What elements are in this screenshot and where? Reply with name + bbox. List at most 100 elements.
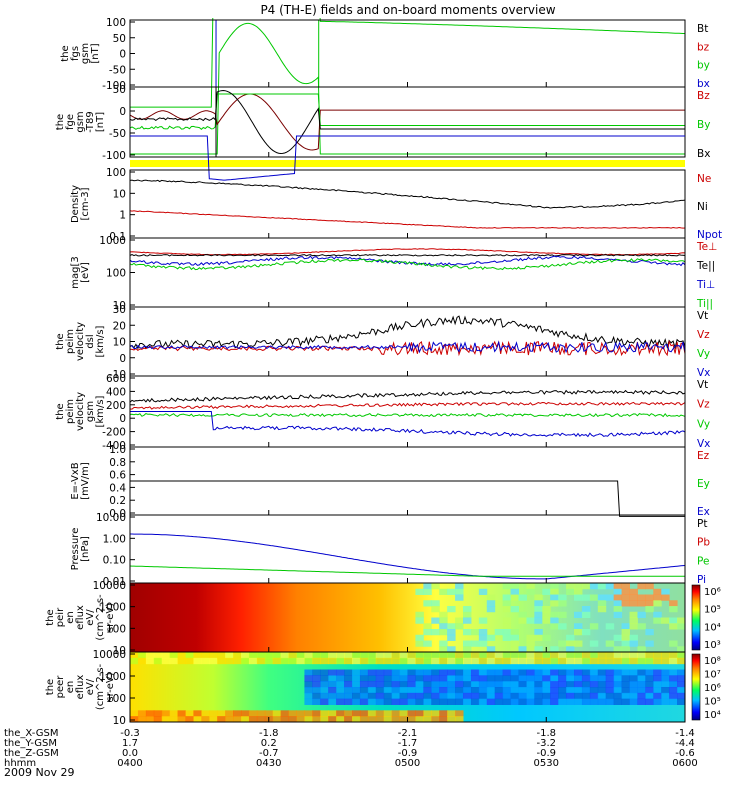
spectrogram-cell bbox=[589, 698, 599, 705]
spectrogram-cell bbox=[645, 594, 654, 601]
spectrogram-cell bbox=[534, 681, 543, 688]
colorbar-scale bbox=[691, 584, 701, 651]
vz-line bbox=[130, 339, 685, 357]
vy-line bbox=[130, 412, 685, 418]
spectrogram-cell bbox=[352, 687, 361, 694]
y-axis-label-line: en bbox=[65, 681, 76, 694]
spectrogram-cell bbox=[581, 594, 591, 601]
y-axis-label: the peer en eflux eV/(cm^2-s-sr-eV) bbox=[45, 663, 116, 710]
spectrogram-cell bbox=[613, 657, 623, 665]
spectrogram-cell bbox=[431, 710, 440, 717]
spectrogram-cell bbox=[605, 583, 615, 590]
y-tick-label: 0 bbox=[119, 106, 126, 118]
footer-value: 0430 bbox=[256, 758, 281, 769]
y-tick-label: 10.00 bbox=[96, 512, 126, 524]
spectrogram-cell bbox=[463, 657, 472, 665]
bt-line bbox=[130, 18, 685, 108]
spectrogram-cell bbox=[486, 657, 496, 665]
spectrogram-cell bbox=[645, 657, 654, 665]
spectrogram-cell bbox=[629, 681, 638, 688]
spectrogram-cell bbox=[193, 652, 202, 659]
spectrogram-cell bbox=[502, 652, 512, 659]
spectrogram-cell bbox=[407, 652, 416, 659]
spectrogram-cell bbox=[423, 687, 432, 694]
spectrogram-cell bbox=[629, 687, 638, 694]
spectrogram-cell bbox=[209, 716, 218, 723]
spectrogram-cell bbox=[494, 698, 504, 705]
spectrogram-cell bbox=[288, 652, 297, 659]
colorbar-scale bbox=[691, 653, 701, 721]
spectrogram-cell bbox=[502, 698, 512, 705]
spectrogram-cell bbox=[447, 646, 456, 653]
colorbar-tick-label: 10⁵ bbox=[704, 697, 721, 708]
spectrogram-cell bbox=[566, 698, 575, 705]
spectrogram-cell bbox=[581, 681, 591, 688]
y-tick-label: 10 bbox=[113, 715, 126, 727]
spectrogram-cell bbox=[312, 657, 321, 665]
spectrogram-cell bbox=[510, 640, 519, 647]
spectrogram-cell bbox=[613, 611, 623, 618]
legend-entry: Vz bbox=[697, 329, 710, 341]
spectrogram-cell bbox=[558, 692, 567, 700]
spectrogram-cell bbox=[510, 652, 519, 659]
spectrogram-cell bbox=[669, 692, 678, 700]
spectrogram-cell bbox=[534, 629, 543, 636]
spectrogram-cell bbox=[336, 657, 345, 665]
spectrogram-cell bbox=[367, 669, 377, 676]
spectrogram-cell bbox=[486, 646, 496, 653]
spectrogram-cell bbox=[542, 657, 551, 665]
spectrogram-cell bbox=[518, 646, 527, 653]
spectrogram-cell bbox=[375, 692, 385, 700]
spectrogram-cell bbox=[502, 606, 512, 613]
spectrogram-cell bbox=[407, 681, 416, 688]
figure-title: P4 (TH-E) fields and on-board moments ov… bbox=[260, 3, 555, 17]
spectrogram-cell bbox=[478, 629, 488, 636]
y-tick-label: 0.2 bbox=[109, 495, 126, 507]
spectrogram-cell bbox=[375, 657, 385, 665]
spectrogram-cell bbox=[574, 583, 583, 590]
y-tick-label: 50 bbox=[113, 33, 126, 45]
spectrogram-cell bbox=[677, 692, 686, 700]
spectrogram-cell bbox=[597, 681, 607, 688]
y-axis-label-line: gsm bbox=[80, 43, 91, 64]
spectrogram-cell bbox=[669, 675, 678, 682]
spectrogram-cell bbox=[320, 692, 329, 700]
y-tick-label: 0.4 bbox=[109, 482, 126, 494]
spectrogram-cell bbox=[391, 698, 401, 705]
spectrogram-cell bbox=[463, 611, 472, 618]
y-tick-label: 100 bbox=[106, 17, 126, 29]
spectrogram-cell bbox=[669, 600, 678, 607]
spectrogram-cell bbox=[510, 606, 519, 613]
spectrogram-cell bbox=[677, 687, 686, 694]
footer-value: 0.2 bbox=[261, 738, 277, 749]
spectrogram-cell bbox=[352, 652, 361, 659]
date-label: 2009 Nov 29 bbox=[4, 766, 74, 779]
spectrogram-cell bbox=[383, 652, 393, 659]
spectrogram-cell bbox=[510, 687, 519, 694]
spectrogram-cell bbox=[399, 669, 408, 676]
footer-value: -1.8 bbox=[259, 728, 279, 739]
spectrogram-cell bbox=[542, 687, 551, 694]
y-axis-label-line: fgs bbox=[70, 46, 81, 61]
spectrogram-cell bbox=[653, 687, 662, 694]
spectrogram-cell bbox=[534, 617, 543, 624]
spectrogram-cell bbox=[431, 675, 440, 682]
spectrogram-cell bbox=[130, 652, 139, 659]
y-tick-label: -50 bbox=[109, 64, 126, 76]
y-tick-label: 50 bbox=[113, 84, 126, 96]
spectrogram-cell bbox=[209, 657, 218, 665]
spectrogram-cell bbox=[589, 657, 599, 665]
spectrogram-cell bbox=[463, 652, 472, 659]
footer-value: -0.7 bbox=[259, 748, 279, 759]
spectrogram-cell bbox=[470, 640, 480, 647]
spectrogram-cell bbox=[375, 681, 385, 688]
spectrogram-cell bbox=[542, 669, 551, 676]
spectrogram-cell bbox=[399, 681, 408, 688]
spectrogram-cell bbox=[613, 600, 623, 607]
y-axis-label-line: en bbox=[65, 611, 76, 624]
spectrogram-cell bbox=[463, 675, 472, 682]
spectrogram-cell bbox=[336, 681, 345, 688]
spectrogram-cell bbox=[439, 692, 448, 700]
